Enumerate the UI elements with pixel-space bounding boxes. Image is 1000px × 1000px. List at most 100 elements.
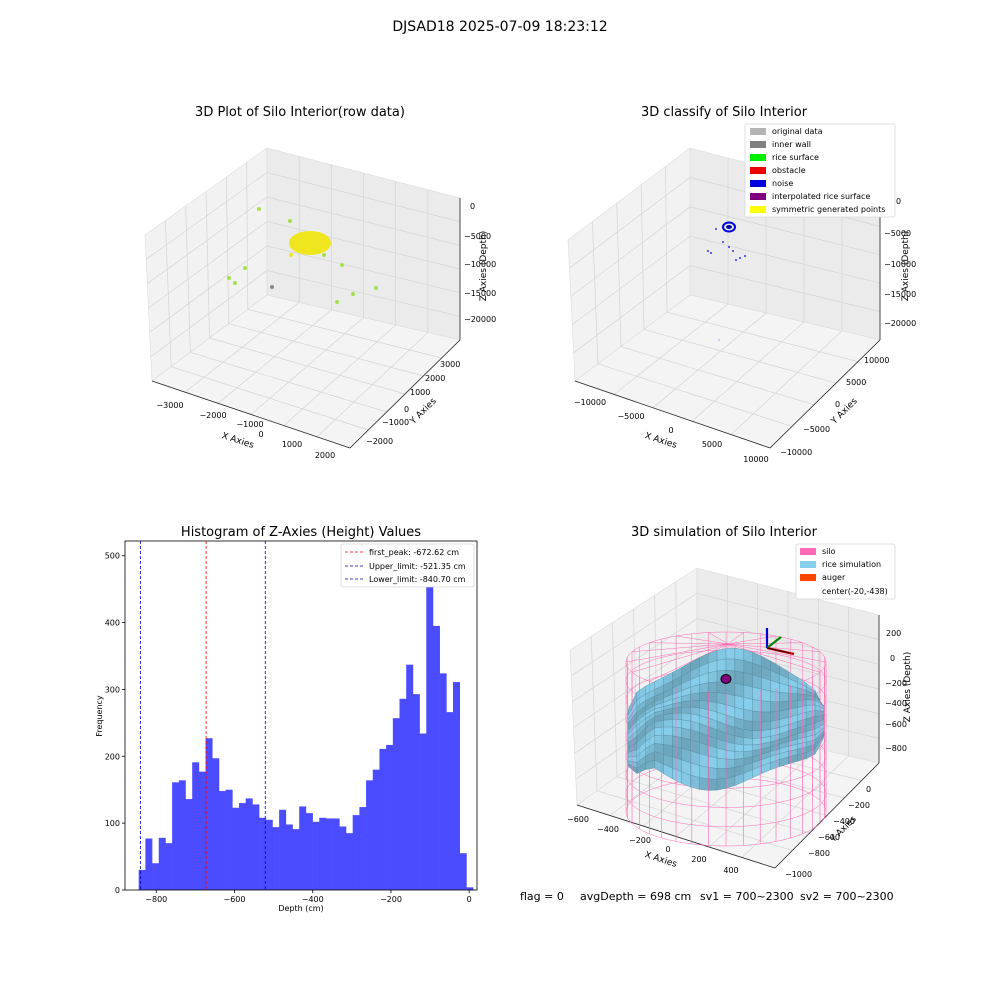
sim-chart-title: 3D simulation of Silo Interior xyxy=(631,525,818,540)
legend-swatch-rice-surface xyxy=(750,154,766,161)
classify-noise-cluster xyxy=(722,221,736,233)
panel-raw-3d: 3D Plot of Silo Interior(row data) −3000… xyxy=(144,105,496,460)
raw-point xyxy=(322,253,326,257)
hist-bar xyxy=(292,829,300,890)
silo-roof-spoke xyxy=(727,632,744,645)
sim-z-tick: −800 xyxy=(885,744,907,753)
classify-x-tick: 0 xyxy=(668,426,673,435)
rice-surface-cell xyxy=(779,692,789,702)
legend-label-rice-surface: rice surface xyxy=(772,153,819,162)
sim-x-tick: −400 xyxy=(597,825,619,834)
rice-surface-cell xyxy=(708,767,718,780)
raw-y-tick: 1000 xyxy=(410,388,430,397)
rice-surface-cell xyxy=(725,681,736,696)
silo-roof-spoke xyxy=(727,643,827,663)
footer-sv1: sv1 = 700~2300 xyxy=(700,890,794,903)
classify-z-ticks: 0 −5000 −10000 −15000 −20000 xyxy=(884,197,916,328)
raw-point xyxy=(374,286,378,290)
rice-surface-cell xyxy=(716,757,727,769)
hist-x-tick-label: −400 xyxy=(302,895,324,904)
hist-bar xyxy=(245,798,253,890)
rice-surface-cell xyxy=(654,726,664,736)
classify-x-tick: −5000 xyxy=(617,412,644,421)
hist-bar xyxy=(406,664,414,890)
raw-x-ticks: −3000 −2000 −1000 0 1000 2000 xyxy=(156,401,335,460)
hist-bar xyxy=(138,869,146,890)
hist-y-tick-label: 500 xyxy=(105,552,120,561)
raw-y-tick: 3000 xyxy=(440,360,460,369)
rice-surface-cell xyxy=(806,699,816,706)
legend-swatch-noise xyxy=(750,180,766,187)
rice-surface-cell xyxy=(761,689,771,702)
rice-surface-cell xyxy=(716,768,727,780)
footer-sv2: sv2 = 700~2300 xyxy=(800,890,894,903)
rice-surface-cell xyxy=(716,658,727,672)
hist-x-tick-label: −600 xyxy=(224,895,246,904)
raw-point xyxy=(289,253,293,257)
rice-surface-cell xyxy=(725,758,736,769)
rice-surface-cell xyxy=(743,660,753,676)
hist-bar xyxy=(212,758,220,890)
raw-x-tick: 2000 xyxy=(315,451,335,460)
hist-legend: first_peak: -672.62 cm Upper_limit: -521… xyxy=(340,543,475,588)
hist-bar xyxy=(232,807,240,890)
legend-swatch-symmetric xyxy=(750,206,766,213)
rice-surface-cell xyxy=(743,684,753,700)
sim-y-tick: 0 xyxy=(866,785,871,794)
classify-point xyxy=(710,252,712,254)
hist-bar xyxy=(339,826,347,890)
hist-bar xyxy=(392,718,400,890)
rice-surface-cell xyxy=(761,721,771,731)
rice-surface-cell xyxy=(770,690,780,702)
sim-x-tick: 400 xyxy=(723,866,738,875)
raw-point xyxy=(335,300,339,304)
hist-bar xyxy=(252,804,260,890)
raw-y-tick: 0 xyxy=(404,405,409,414)
rice-surface-cell xyxy=(734,648,744,661)
classify-y-ticks: −10000 −5000 0 5000 10000 xyxy=(780,356,889,457)
raw-z-tick: −10000 xyxy=(464,260,496,269)
rice-simulation-surface xyxy=(627,648,825,791)
sim-y-tick: −600 xyxy=(818,833,840,842)
silo-roof-spoke xyxy=(727,643,820,652)
sim-axis-dark xyxy=(766,647,791,654)
classify-point xyxy=(732,250,734,252)
raw-point xyxy=(227,276,231,280)
hist-y-tick-label: 300 xyxy=(105,685,120,694)
hist-bar xyxy=(178,780,186,890)
hist-x-ticks: −800 −600 −400 −200 0 xyxy=(145,890,472,904)
panel-classify-3d: 3D classify of Silo Interior −10000 −500… xyxy=(567,105,916,464)
legend-swatch-inner-wall xyxy=(750,141,766,148)
sim-x-axis-label: X Axies xyxy=(643,850,678,870)
hist-x-tick-label: −800 xyxy=(145,895,167,904)
silo-roof-spoke xyxy=(649,642,729,645)
legend-label-symmetric: symmetric generated points xyxy=(772,205,885,214)
hist-legend-box xyxy=(340,543,475,588)
raw-z-tick: 0 xyxy=(470,202,475,211)
rice-surface-cell xyxy=(699,765,709,780)
raw-gridlines xyxy=(145,156,461,438)
raw-z-tick: −20000 xyxy=(464,315,496,324)
hist-vlines xyxy=(139,541,266,890)
rice-surface-cell xyxy=(663,735,673,747)
hist-bar xyxy=(446,712,454,890)
rice-surface-cell xyxy=(725,658,736,672)
gridline xyxy=(597,363,793,427)
legend-label-interpolated: interpolated rice surface xyxy=(772,192,870,201)
gridline xyxy=(316,332,429,438)
classify-y-axis-label: Y Axies xyxy=(829,396,860,427)
classify-x-ticks: −10000 −5000 0 5000 10000 xyxy=(574,398,769,464)
panel-simulation-3d: 3D simulation of Silo Interior −600 −400… xyxy=(567,525,913,879)
silo-front-lines xyxy=(627,662,827,846)
classify-y-axis xyxy=(769,339,881,449)
rice-surface-cell xyxy=(734,683,744,698)
panel-histogram: Histogram of Z-Axies (Height) Values −80… xyxy=(95,525,478,913)
classify-legend-box xyxy=(744,123,896,218)
rice-surface-cell xyxy=(734,751,744,760)
hist-legend-label-first-peak: first_peak: -672.62 cm xyxy=(369,548,459,557)
raw-x-axis xyxy=(151,380,351,449)
rice-surface-cell xyxy=(672,707,682,714)
rice-surface-cell xyxy=(663,726,673,737)
classify-point xyxy=(707,250,709,252)
